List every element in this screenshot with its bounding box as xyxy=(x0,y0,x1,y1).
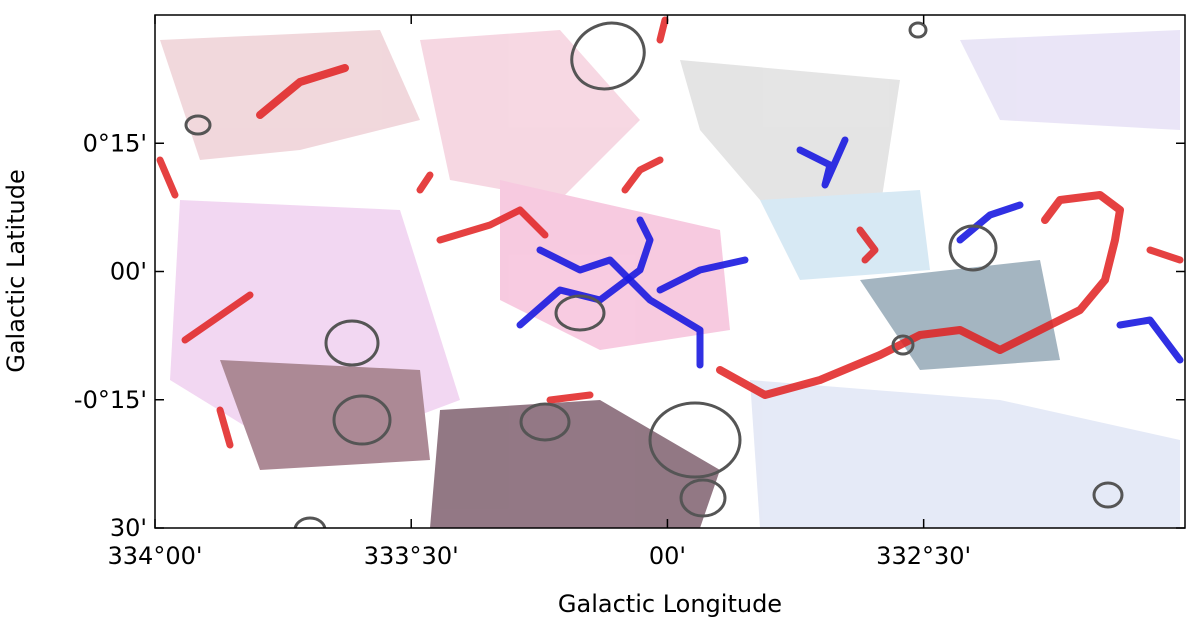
x-axis-label: Galactic Longitude xyxy=(558,590,782,618)
y-tick-label: 0°15' xyxy=(83,129,147,157)
filaments xyxy=(156,16,1184,449)
x-tick-label: 332°30' xyxy=(876,542,971,570)
y-tick-label: 30' xyxy=(110,514,147,542)
y-tick-label: 00' xyxy=(110,258,147,286)
y-axis-label: Galactic Latitude xyxy=(2,169,30,373)
emission-patches xyxy=(160,30,1180,528)
x-tick-label: 334°00' xyxy=(108,542,203,570)
y-tick-label: -0°15' xyxy=(74,386,147,414)
source-ellipses xyxy=(184,21,1124,528)
x-tick-label: 333°30' xyxy=(364,542,459,570)
sky-image xyxy=(156,16,1184,528)
x-tick-label: 00' xyxy=(649,542,686,570)
